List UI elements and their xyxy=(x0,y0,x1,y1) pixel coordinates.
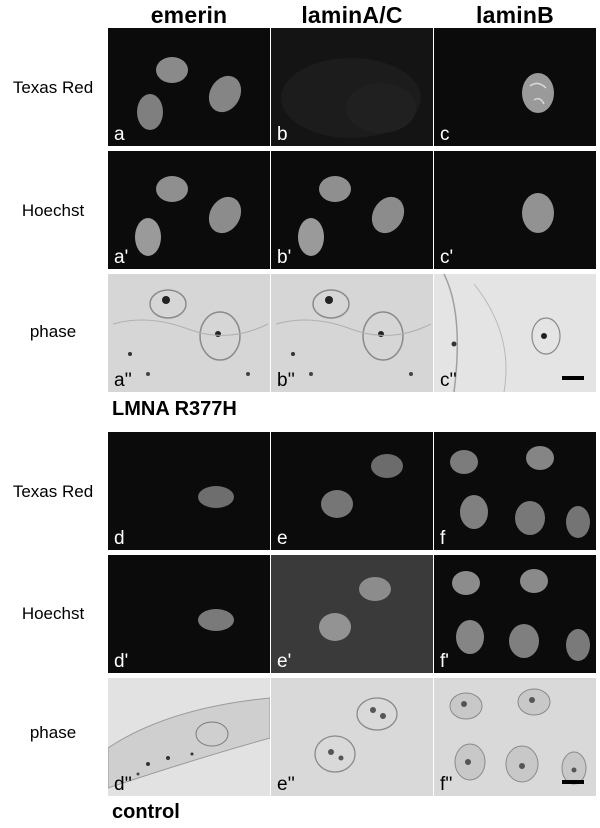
micrograph-d-prime xyxy=(198,609,234,631)
column-header-emerin: emerin xyxy=(150,2,228,28)
panel-d-prime-emerin-hoechst: d' xyxy=(108,555,270,673)
panel-a-prime-emerin-hoechst: a' xyxy=(108,151,270,269)
panel-a-emerin-texas-red: a xyxy=(108,28,270,146)
column-header-laminb: laminB xyxy=(476,2,554,28)
panel-label-d: d xyxy=(114,528,125,549)
panel-f-double-prime-laminb-phase: f'' xyxy=(434,678,596,796)
panel-label-c-prime: c' xyxy=(440,247,454,268)
panel-label-b-double-prime: b'' xyxy=(277,370,295,391)
micrograph-e-double-prime xyxy=(271,678,433,796)
row-label-texas-red-top: Texas Red xyxy=(12,78,94,97)
section-title-control: control xyxy=(112,801,180,823)
panel-label-a-prime: a' xyxy=(114,247,129,268)
micrograph-d xyxy=(198,486,234,508)
panel-label-f-double-prime: f'' xyxy=(440,774,453,795)
panel-c-laminb-texas-red: c xyxy=(434,28,596,146)
micrograph-f-prime xyxy=(452,569,590,661)
panel-b-double-prime-laminac-phase: b'' xyxy=(271,274,433,392)
micrograph-e xyxy=(321,454,403,518)
micrograph-c-double-prime xyxy=(434,274,596,392)
scale-bar-bottom xyxy=(562,780,584,784)
panel-label-e-prime: e' xyxy=(277,651,292,672)
column-header-laminac: laminA/C xyxy=(301,2,403,28)
panel-f-laminb-texas-red: f xyxy=(434,432,596,550)
micrograph-b xyxy=(281,58,421,138)
micrograph-a-double-prime xyxy=(108,274,270,392)
panel-c-prime-laminb-hoechst: c' xyxy=(434,151,596,269)
panel-d-emerin-texas-red: d xyxy=(108,432,270,550)
micrograph-c xyxy=(522,73,554,113)
section-title-lmna-r377h: LMNA R377H xyxy=(112,398,237,420)
panel-label-c: c xyxy=(440,124,450,145)
panel-b-prime-laminac-hoechst: b' xyxy=(271,151,433,269)
micrograph-b-double-prime xyxy=(271,274,433,392)
panel-label-a: a xyxy=(114,124,125,145)
micrograph-d-double-prime xyxy=(108,678,270,796)
panel-f-prime-laminb-hoechst: f' xyxy=(434,555,596,673)
panel-e-double-prime-laminac-phase: e'' xyxy=(271,678,433,796)
row-label-phase-top: phase xyxy=(29,322,77,341)
micrograph-b-prime xyxy=(298,176,405,256)
panel-label-d-prime: d' xyxy=(114,651,129,672)
micrograph-c-prime xyxy=(522,193,554,233)
micrograph-f-double-prime xyxy=(434,678,596,796)
panel-label-e-double-prime: e'' xyxy=(277,774,295,795)
micrograph-a xyxy=(137,57,242,130)
micrograph-e-prime xyxy=(319,577,391,641)
panel-label-f: f xyxy=(440,528,446,549)
panel-label-a-double-prime: a'' xyxy=(114,370,132,391)
scale-bar-top xyxy=(562,376,584,380)
row-label-hoechst-top: Hoechst xyxy=(21,201,85,220)
panel-label-b: b xyxy=(277,124,288,145)
panel-a-double-prime-emerin-phase: a'' xyxy=(108,274,270,392)
panel-label-f-prime: f' xyxy=(440,651,449,672)
panel-label-c-double-prime: c'' xyxy=(440,370,457,391)
panel-e-prime-laminac-hoechst: e' xyxy=(271,555,433,673)
row-label-phase-bottom: phase xyxy=(29,723,77,742)
panel-label-b-prime: b' xyxy=(277,247,292,268)
row-label-texas-red-bottom: Texas Red xyxy=(12,482,94,501)
panel-e-laminac-texas-red: e xyxy=(271,432,433,550)
panel-c-double-prime-laminb-phase: c'' xyxy=(434,274,596,392)
panel-label-e: e xyxy=(277,528,288,549)
panel-d-double-prime-emerin-phase: d'' xyxy=(108,678,270,796)
micrograph-f xyxy=(450,446,590,538)
panel-b-laminac-texas-red: b xyxy=(271,28,433,146)
panel-label-d-double-prime: d'' xyxy=(114,774,132,795)
row-label-hoechst-bottom: Hoechst xyxy=(21,604,85,623)
micrograph-a-prime xyxy=(135,176,242,256)
